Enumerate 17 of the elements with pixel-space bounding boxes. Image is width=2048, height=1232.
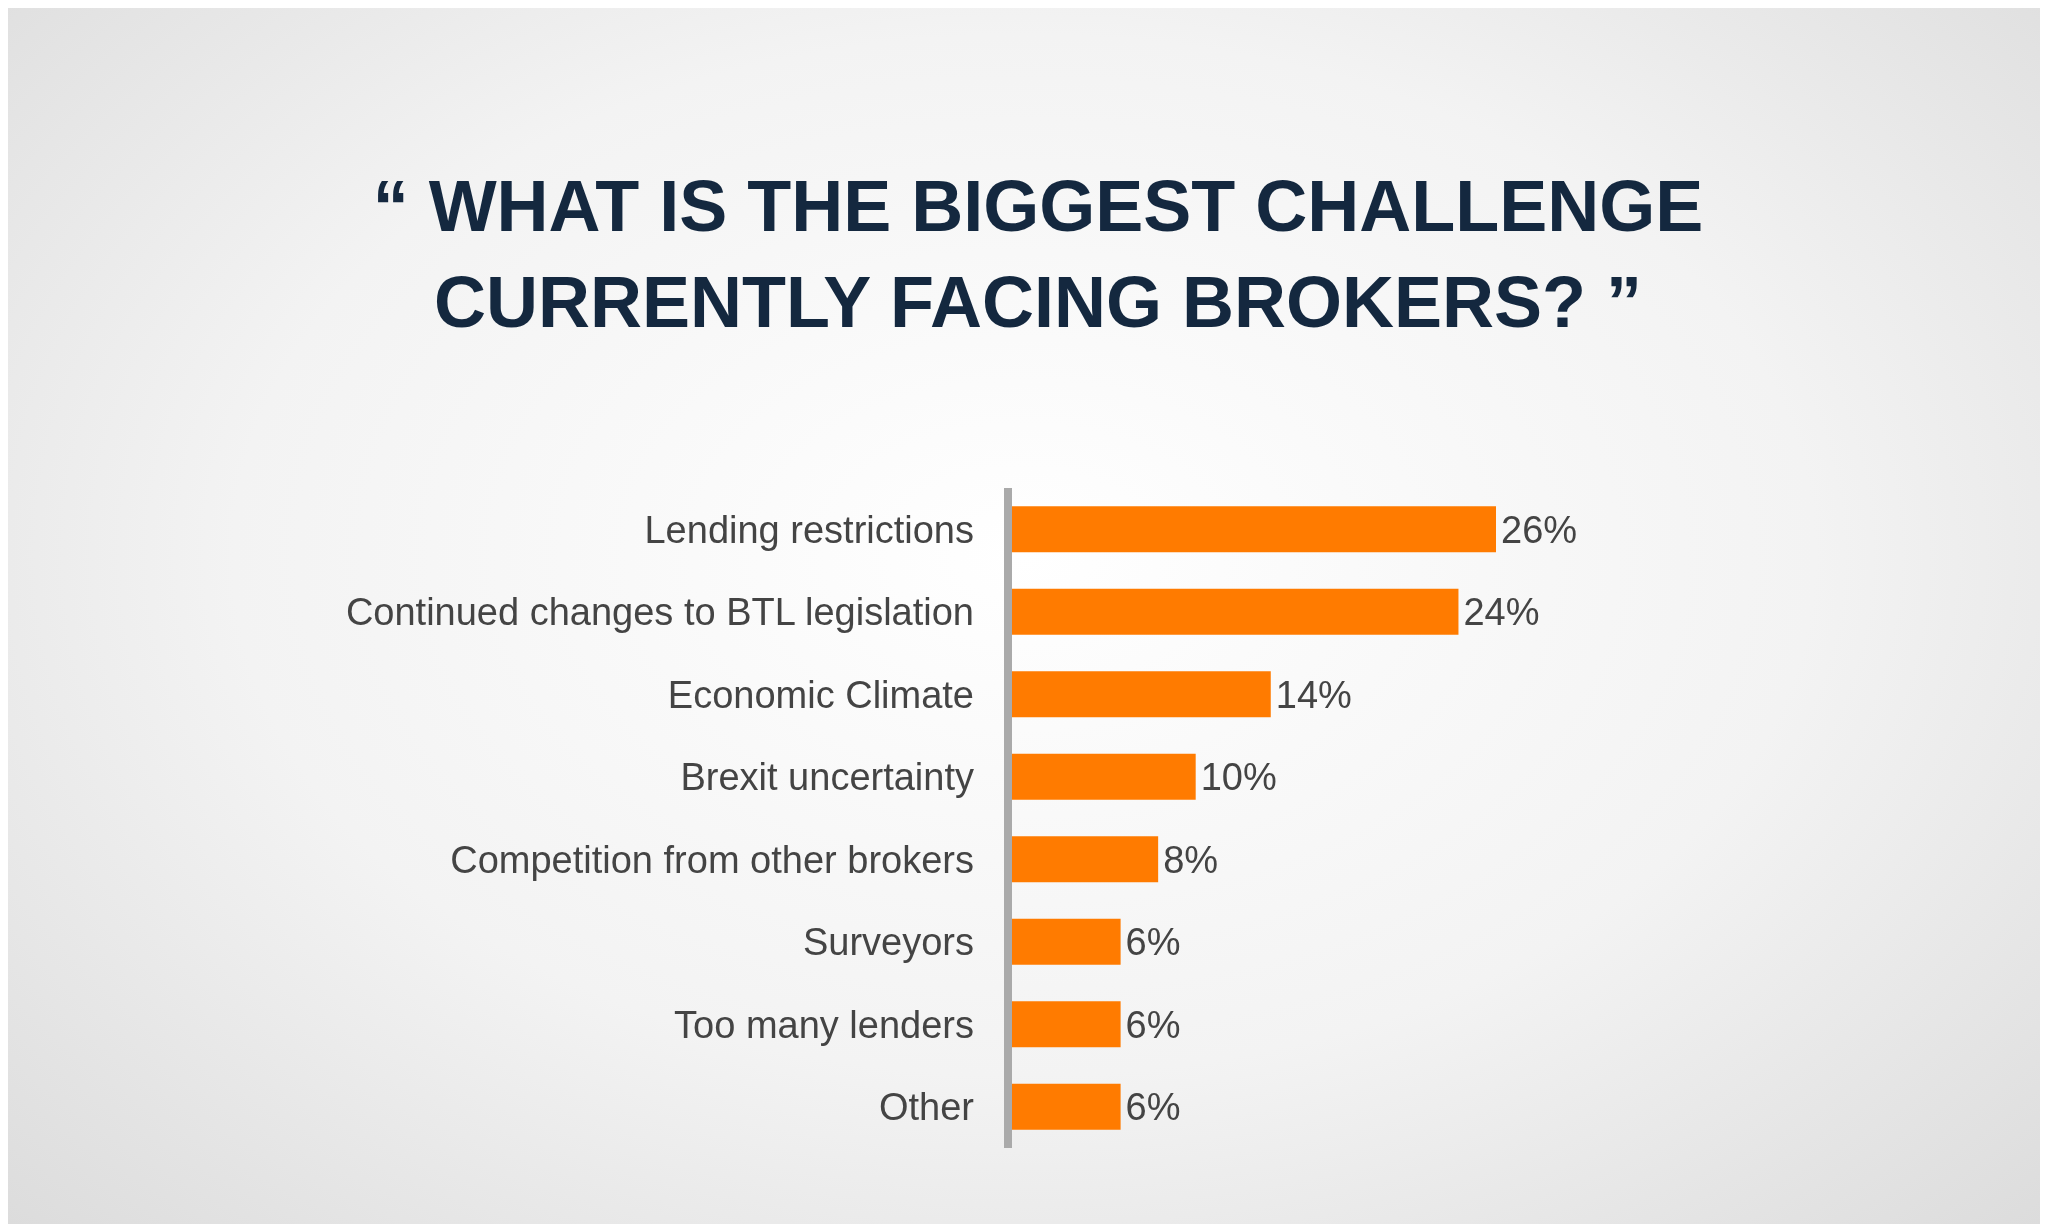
y-tick-label: Competition from other brokers xyxy=(450,838,974,881)
y-tick-label: Too many lenders xyxy=(674,1003,974,1046)
y-tick-label: Surveyors xyxy=(802,921,974,964)
y-tick-label: Brexit uncertainty xyxy=(680,756,974,799)
data-label: 10% xyxy=(1200,756,1277,799)
y-tick-label: Continued changes to BTL legislation xyxy=(345,591,974,634)
data-label: 8% xyxy=(1163,838,1219,881)
y-tick-label: Other xyxy=(878,1086,975,1129)
data-label: 6% xyxy=(1125,1003,1181,1046)
y-tick-label: Economic Climate xyxy=(667,673,974,716)
data-label: 6% xyxy=(1125,1086,1181,1129)
data-label: 6% xyxy=(1125,921,1181,964)
chart-title: “ WHAT IS THE BIGGEST CHALLENGE CURRENTLY FACING BROKERS? ” xyxy=(371,165,1705,344)
data-label: 26% xyxy=(1501,508,1578,551)
y-tick-label: Lending restrictions xyxy=(644,508,974,551)
data-label: 24% xyxy=(1463,591,1540,634)
data-label: 14% xyxy=(1275,673,1352,716)
